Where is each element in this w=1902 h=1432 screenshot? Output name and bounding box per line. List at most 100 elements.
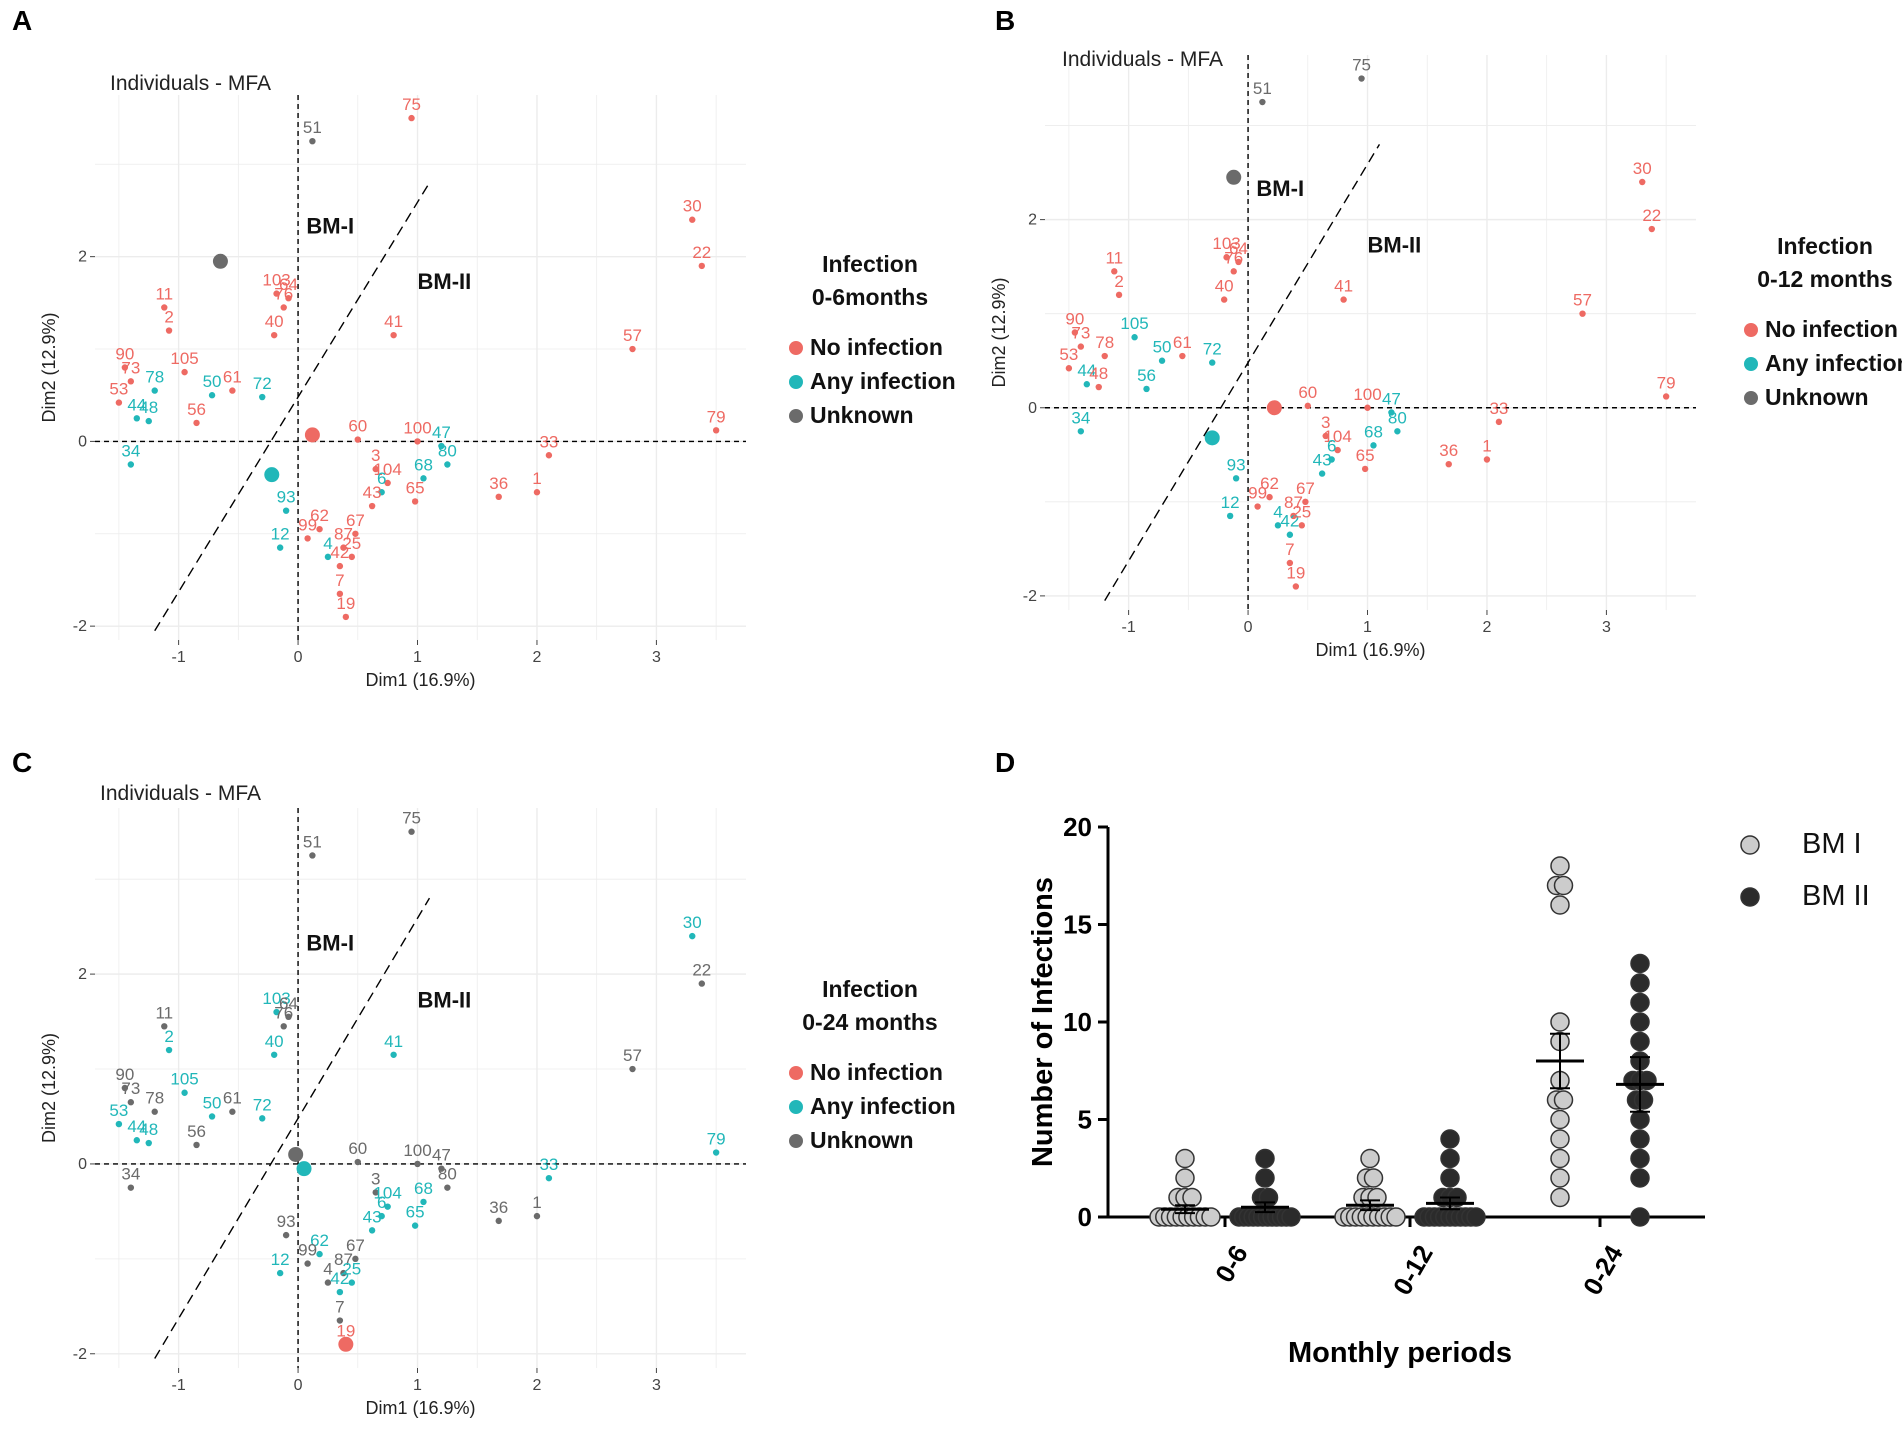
- data-point: [229, 1108, 236, 1115]
- x-tick-label: 1: [413, 649, 422, 666]
- point-label: 103: [262, 989, 290, 1008]
- point-label: 73: [1071, 324, 1090, 343]
- data-point: [324, 1279, 332, 1286]
- point-label: 34: [1071, 408, 1090, 427]
- point-label: 73: [121, 1079, 140, 1098]
- data-point: [133, 1137, 141, 1144]
- data-point: [145, 417, 152, 425]
- data-point: [309, 852, 316, 859]
- point-label: 68: [414, 1179, 433, 1198]
- data-point: [1220, 296, 1228, 303]
- legend-item: Unknown: [1765, 384, 1869, 410]
- point-label: 80: [1388, 408, 1407, 427]
- legend-item: BM I: [1802, 828, 1862, 860]
- region-label-bm2: BM-II: [418, 987, 472, 1012]
- point-label: 22: [1642, 206, 1661, 225]
- data-point: [712, 1149, 720, 1156]
- point-label: 47: [1382, 389, 1401, 408]
- legend: Infection 0-6months No infection Any infect…: [789, 251, 956, 428]
- legend-item: No infection: [810, 334, 943, 360]
- point-label: 57: [623, 1046, 642, 1065]
- data-point: [316, 1250, 323, 1258]
- data-point: [324, 553, 332, 561]
- legend-item: Unknown: [810, 402, 914, 428]
- point-label: 75: [402, 95, 421, 114]
- point-label: 93: [277, 488, 296, 507]
- bm-separator-line: [154, 182, 431, 632]
- data-point: [1290, 512, 1297, 520]
- point-label: 2: [164, 1027, 173, 1046]
- infection-count-point: [1255, 1168, 1275, 1188]
- point-label: 78: [145, 1089, 164, 1108]
- point-label: 3: [371, 446, 380, 465]
- infection-count-point: [1201, 1207, 1221, 1227]
- x-tick-label: -1: [1121, 619, 1135, 636]
- data-point: [145, 1139, 152, 1147]
- x-tick-label: 0-12: [1387, 1240, 1439, 1300]
- point-label: 51: [303, 832, 322, 851]
- data-point: [1158, 357, 1166, 364]
- legend: Infection 0-12 months No infection Any infe…: [1744, 233, 1902, 410]
- x-axis-label: Dim1 (16.9%): [365, 1398, 475, 1418]
- group-centroid: [264, 467, 280, 483]
- point-label: 1: [532, 1193, 541, 1212]
- data-point: [1579, 310, 1586, 317]
- data-point: [545, 1174, 553, 1182]
- group-centroid: [1226, 169, 1242, 185]
- point-label: 67: [1296, 479, 1315, 498]
- point-label: 103: [1212, 234, 1240, 253]
- point-label: 33: [539, 1155, 558, 1174]
- legend-subtitle: 0-24 months: [802, 1009, 937, 1035]
- point-label: 104: [373, 1184, 401, 1203]
- x-tick-label: 0: [1244, 619, 1253, 636]
- data-point: [336, 1317, 344, 1324]
- legend-marker: [1740, 887, 1760, 907]
- data-point: [1077, 343, 1085, 350]
- point-label: 100: [403, 418, 431, 437]
- infection-count-point: [1553, 1090, 1574, 1110]
- x-tick-label: -1: [171, 649, 185, 666]
- point-label: 65: [406, 478, 425, 497]
- point-label: 1: [532, 469, 541, 488]
- y-axis-label: Dim2 (12.9%): [989, 277, 1009, 387]
- point-label: 43: [363, 483, 382, 502]
- data-point: [340, 1269, 347, 1277]
- point-label: 87: [334, 1250, 353, 1269]
- data-point: [368, 1227, 376, 1234]
- group-centroid: [1204, 430, 1220, 446]
- point-label: 100: [1353, 385, 1381, 404]
- data-point: [1358, 75, 1365, 82]
- point-label: 64: [279, 275, 298, 294]
- data-point: [127, 1099, 135, 1106]
- infection-count-point: [1630, 1129, 1650, 1149]
- data-point: [1111, 268, 1118, 275]
- point-label: 47: [432, 1146, 451, 1165]
- point-label: 6: [377, 469, 386, 488]
- chart-title: Individuals - MFA: [100, 782, 261, 805]
- point-label: 11: [1105, 248, 1123, 267]
- data-point: [352, 530, 359, 537]
- point-label: 93: [277, 1212, 296, 1231]
- point-label: 40: [265, 312, 284, 331]
- data-point: [115, 1120, 123, 1128]
- point-label: 99: [1248, 484, 1267, 503]
- data-point: [1364, 404, 1371, 411]
- data-point: [1077, 428, 1085, 435]
- data-point: [1179, 352, 1186, 360]
- point-label: 41: [384, 312, 403, 331]
- point-label: 65: [406, 1203, 425, 1222]
- infection-count-point: [1281, 1207, 1301, 1227]
- group-centroid: [288, 1146, 304, 1162]
- infection-count-point: [1182, 1187, 1202, 1208]
- y-tick-label: -2: [1023, 588, 1037, 605]
- data-point: [193, 419, 200, 427]
- infection-count-point: [1440, 1168, 1460, 1188]
- point-label: 68: [1364, 422, 1383, 441]
- x-axis-label: Monthly periods: [1288, 1337, 1512, 1369]
- data-point: [495, 1217, 502, 1225]
- data-point: [270, 331, 278, 339]
- infection-count-point: [1550, 1148, 1570, 1169]
- point-label: 57: [1573, 291, 1592, 310]
- y-tick-label: 5: [1078, 1105, 1092, 1135]
